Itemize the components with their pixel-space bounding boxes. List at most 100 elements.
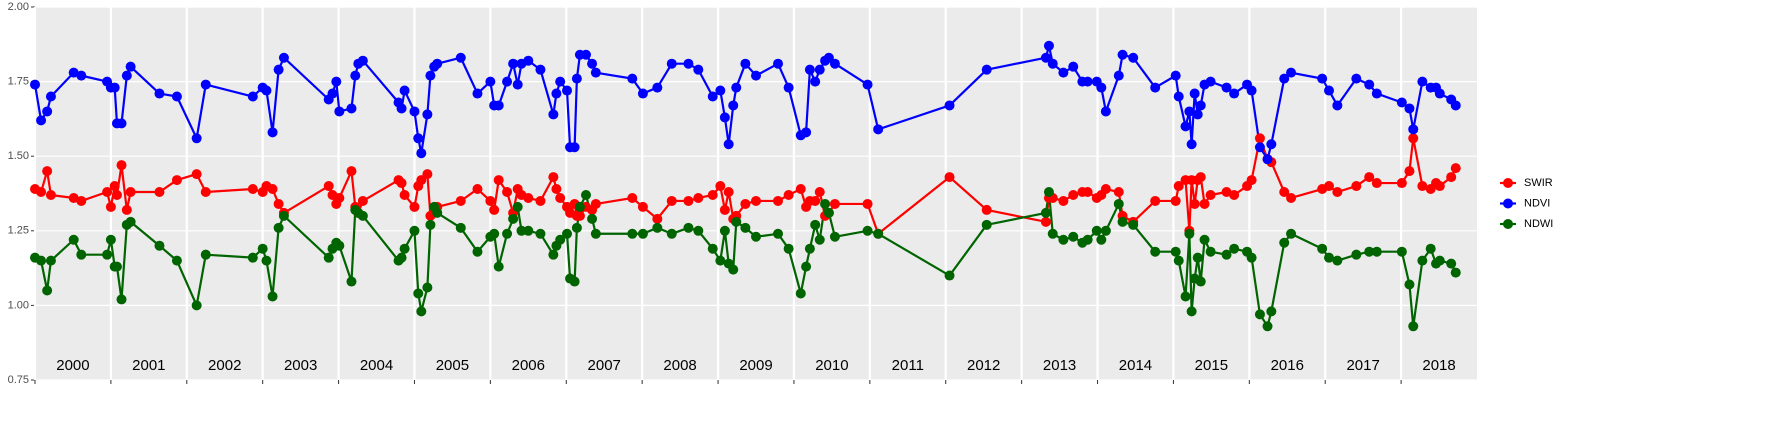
data-point xyxy=(693,192,704,203)
data-point xyxy=(267,127,278,138)
data-point xyxy=(111,261,122,272)
data-point xyxy=(1351,249,1362,260)
data-point xyxy=(1043,40,1054,51)
data-point xyxy=(105,234,116,245)
data-point xyxy=(1434,88,1445,99)
data-point xyxy=(731,216,742,227)
data-point xyxy=(783,243,794,254)
data-point xyxy=(1246,252,1257,263)
data-point xyxy=(191,300,202,311)
data-point xyxy=(795,288,806,299)
data-point xyxy=(1091,225,1102,236)
data-point xyxy=(76,195,87,206)
year-label: 2013 xyxy=(1043,357,1076,374)
data-point xyxy=(1100,106,1111,117)
data-point xyxy=(346,103,357,114)
data-point xyxy=(502,228,513,239)
data-point xyxy=(707,91,718,102)
data-point xyxy=(773,58,784,69)
year-label: 2017 xyxy=(1346,357,1379,374)
data-point xyxy=(1371,178,1382,189)
data-point xyxy=(1068,231,1079,242)
data-point xyxy=(399,85,410,96)
data-point xyxy=(1254,133,1265,144)
data-point xyxy=(551,88,562,99)
data-point xyxy=(267,184,278,195)
data-point xyxy=(512,79,523,90)
data-point xyxy=(68,234,79,245)
data-point xyxy=(873,124,884,135)
data-point xyxy=(562,228,573,239)
data-point xyxy=(154,88,165,99)
data-point xyxy=(111,189,122,200)
data-point xyxy=(76,70,87,81)
data-point xyxy=(590,198,601,209)
data-point xyxy=(862,225,873,236)
data-point xyxy=(1170,246,1181,257)
year-label: 2000 xyxy=(56,357,89,374)
data-point xyxy=(1332,100,1343,111)
data-point xyxy=(810,219,821,230)
data-point xyxy=(1404,279,1415,290)
data-point xyxy=(1173,255,1184,266)
legend-label: NDWI xyxy=(1524,218,1553,230)
data-point xyxy=(862,79,873,90)
data-point xyxy=(30,79,40,90)
data-point xyxy=(508,213,519,224)
data-point xyxy=(1324,85,1335,96)
data-point xyxy=(416,306,427,317)
data-point xyxy=(1254,142,1265,153)
data-point xyxy=(502,76,513,87)
data-point xyxy=(109,181,120,192)
data-point xyxy=(1364,79,1375,90)
data-point xyxy=(804,64,815,75)
data-point xyxy=(1279,187,1290,198)
y-tick-label: 0.75 xyxy=(8,374,29,386)
data-point xyxy=(116,294,127,305)
data-point xyxy=(1266,139,1277,150)
data-point xyxy=(666,58,677,69)
data-point xyxy=(666,228,677,239)
data-point xyxy=(1229,88,1240,99)
data-point xyxy=(1195,276,1206,287)
data-point xyxy=(1082,76,1093,87)
data-point xyxy=(512,201,523,212)
data-point xyxy=(425,70,436,81)
data-point xyxy=(1434,255,1445,266)
data-point xyxy=(728,264,739,275)
data-point xyxy=(1082,187,1093,198)
data-point xyxy=(873,228,884,239)
data-point xyxy=(1192,252,1203,263)
year-label: 2016 xyxy=(1271,357,1304,374)
data-point xyxy=(1262,321,1273,332)
data-point xyxy=(1450,267,1461,278)
data-point xyxy=(801,261,812,272)
data-point xyxy=(273,64,284,75)
data-point xyxy=(1047,228,1058,239)
legend-marker xyxy=(1503,198,1513,209)
data-point xyxy=(981,64,992,75)
data-point xyxy=(1192,109,1203,120)
data-point xyxy=(396,252,407,263)
data-point xyxy=(562,85,573,96)
y-tick-label: 2.00 xyxy=(8,1,29,13)
data-point xyxy=(257,243,268,254)
data-point xyxy=(693,225,704,236)
data-point xyxy=(1364,172,1375,183)
data-point xyxy=(1128,52,1139,63)
data-point xyxy=(1221,82,1232,93)
data-point xyxy=(740,198,751,209)
data-point xyxy=(715,85,726,96)
data-point xyxy=(707,189,718,200)
data-point xyxy=(571,222,582,233)
data-point xyxy=(432,207,443,218)
data-point xyxy=(1317,73,1328,84)
legend-marker xyxy=(1503,178,1513,188)
data-point xyxy=(723,139,734,150)
data-point xyxy=(829,198,840,209)
data-point xyxy=(121,204,132,215)
data-point xyxy=(273,222,284,233)
data-point xyxy=(810,76,821,87)
data-point xyxy=(1199,234,1210,245)
data-point xyxy=(652,213,663,224)
